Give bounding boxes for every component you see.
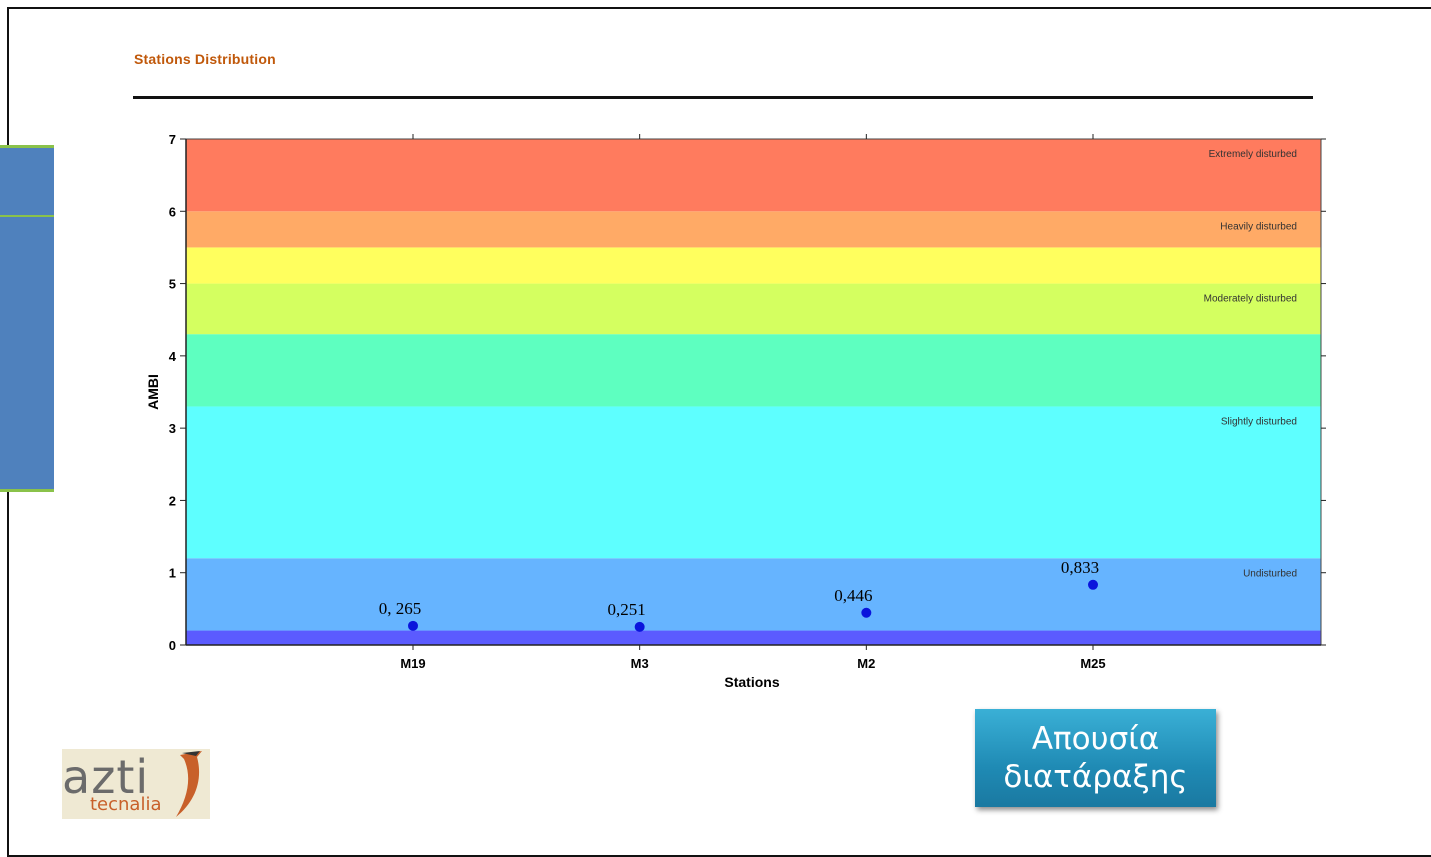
band-7 [186,139,1321,212]
x-tick-label: M19 [400,656,425,671]
data-point-M19 [408,620,418,631]
y-tick-label: 0 [169,638,176,653]
band-6 [186,211,1321,248]
y-tick-label: 4 [169,349,177,364]
status-line-1: Απουσία [1031,721,1160,757]
data-label-M2: 0,446 [834,586,872,605]
y-tick-label: 5 [169,277,176,292]
axes-layer: 0 1 2 3 4 5 6 7 M19 M3 M2 M25 [169,132,1326,671]
y-tick-label: 7 [169,132,176,147]
data-label-M3: 0,251 [608,600,646,619]
band-label: Undisturbed [1243,568,1297,579]
x-tick-label: M2 [857,656,875,671]
y-tick-label: 2 [169,493,176,508]
y-tick-label: 1 [169,566,176,581]
side-tab-divider [0,215,54,217]
logo-subtext: tecnalia [90,794,162,815]
band-label: Heavily disturbed [1220,221,1297,232]
data-label-M25: 0,833 [1061,558,1099,577]
x-axis-label: Stations [724,674,779,690]
side-tab [0,145,54,492]
x-tick-label: M25 [1080,656,1105,671]
data-point-M2 [861,607,872,618]
band-0 [186,630,1321,645]
x-tick-label: M3 [631,656,649,671]
band-label: Moderately disturbed [1204,294,1297,305]
band-label: Slightly disturbed [1221,416,1297,427]
data-point-M25 [1088,579,1098,590]
logo-swoosh-icon [176,751,202,817]
band-3 [186,334,1321,407]
azti-tecnalia-logo: azti tecnalia [62,749,210,819]
y-axis-label: AMBI [145,374,161,410]
y-tick-label: 3 [169,421,176,436]
band-4 [186,283,1321,335]
data-point-M3 [634,621,645,632]
title-rule [133,96,1313,99]
y-tick-label: 6 [169,204,176,219]
data-label-M19: 0, 265 [379,599,422,618]
logo-wordmark: azti [62,750,150,804]
chart-title: Stations Distribution [134,51,276,67]
marks-layer: 0, 265 0,251 0,446 0,833 [379,558,1099,632]
band-1 [186,558,1321,631]
band-layer: Undisturbed Slightly disturbed Moderately … [186,139,1321,645]
status-line-2: διατάραξης [1003,759,1188,795]
band-2 [186,406,1321,559]
band-5 [186,247,1321,284]
status-label-box: Απουσία διατάραξης [975,709,1216,807]
band-label: Extremely disturbed [1209,149,1297,160]
